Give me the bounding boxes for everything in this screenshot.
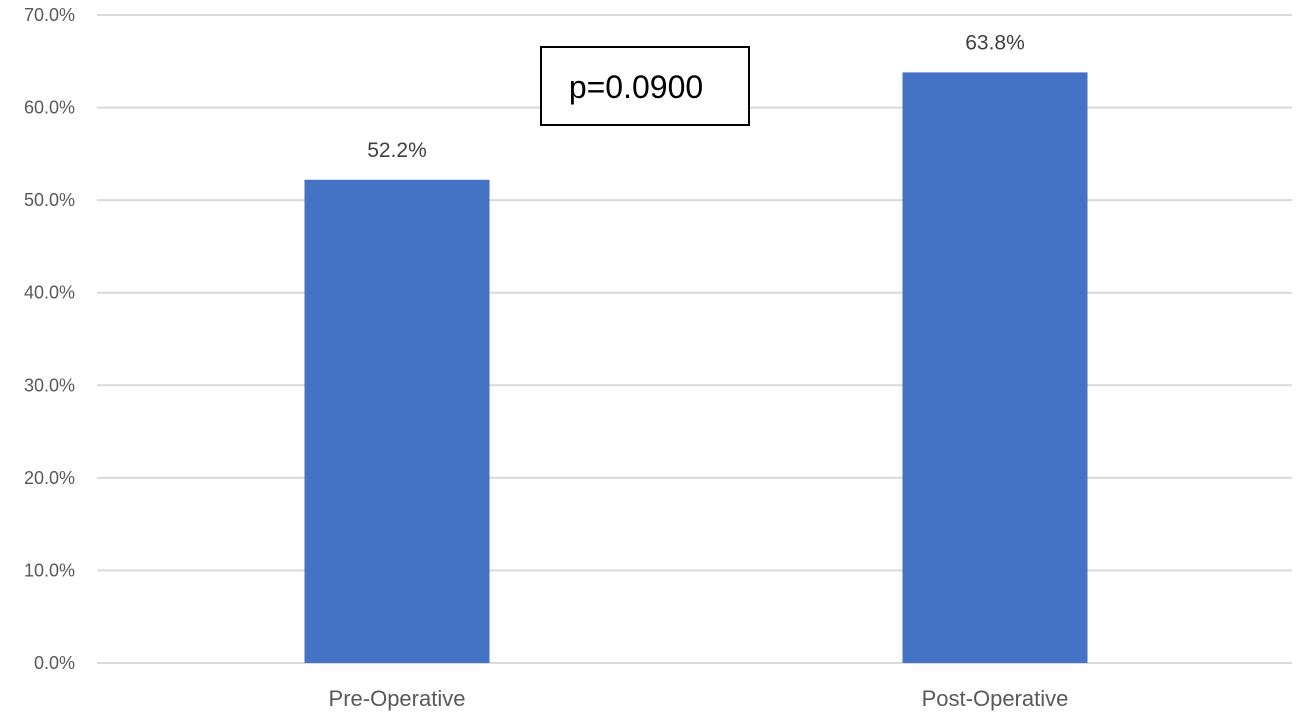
data-label: 63.8% (965, 31, 1025, 54)
y-tick-label: 20.0% (24, 468, 75, 488)
data-label: 52.2% (367, 139, 427, 162)
y-tick-label: 60.0% (24, 98, 75, 118)
y-tick-label: 40.0% (24, 283, 75, 303)
x-category-label: Post-Operative (922, 686, 1069, 711)
bar-pre-operative (304, 179, 490, 663)
data-labels: 52.2% 63.8% (367, 31, 1025, 161)
annotation-box (540, 46, 750, 126)
y-axis-tick-labels: 0.0% 10.0% 20.0% 30.0% 40.0% 50.0% 60.0% 70.0% (24, 5, 75, 673)
bars (304, 72, 1088, 663)
bar-post-operative (902, 72, 1088, 663)
y-tick-label: 70.0% (24, 5, 75, 25)
y-tick-label: 0.0% (34, 653, 75, 673)
annotation-text: p=0.0900 (569, 69, 703, 105)
y-tick-label: 30.0% (24, 375, 75, 395)
x-axis-category-labels: Pre-Operative Post-Operative (329, 686, 1069, 711)
y-tick-label: 50.0% (24, 190, 75, 210)
y-tick-label: 10.0% (24, 560, 75, 580)
gridlines (97, 14, 1292, 664)
p-value-annotation: p=0.0900 (540, 46, 750, 126)
x-category-label: Pre-Operative (329, 686, 466, 711)
